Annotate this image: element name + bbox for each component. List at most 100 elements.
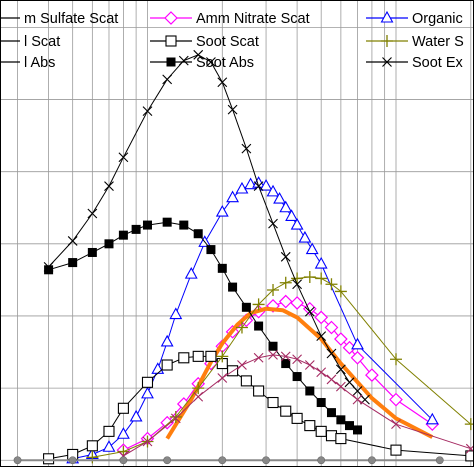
data-point [279, 276, 292, 289]
data-point [324, 320, 339, 335]
data-point [292, 279, 302, 290]
data-point [206, 245, 216, 255]
data-point [350, 350, 365, 365]
data-point [268, 218, 278, 229]
data-point [178, 352, 190, 364]
series-8 [43, 49, 370, 405]
data-point [336, 415, 346, 425]
data-point [464, 418, 474, 431]
data-point [215, 204, 229, 217]
data-point [380, 10, 394, 23]
data-point [352, 394, 363, 405]
series-line [48, 54, 366, 400]
data-point [280, 405, 292, 417]
data-point [315, 425, 327, 437]
data-point [281, 359, 291, 369]
data-point [278, 294, 293, 309]
data-point [352, 386, 363, 396]
data-point [241, 302, 251, 312]
data-point [425, 412, 439, 425]
data-point [351, 337, 364, 350]
data-point [254, 321, 264, 331]
data-point [325, 430, 338, 442]
data-point [161, 359, 173, 371]
data-point [170, 413, 181, 424]
data-point [235, 321, 248, 334]
data-point [13, 456, 22, 465]
data-point [142, 220, 152, 230]
data-point [141, 386, 154, 399]
data-point [390, 444, 402, 456]
data-point [192, 382, 205, 395]
data-point [273, 191, 286, 204]
data-point [116, 427, 130, 439]
data-point [252, 298, 265, 311]
series-1 [116, 294, 440, 457]
data-point [326, 408, 336, 418]
data-point [192, 350, 204, 362]
legend-entry: Soot Scat [150, 34, 259, 50]
data-point [316, 331, 327, 342]
data-point [217, 77, 228, 88]
series-9 [118, 350, 474, 461]
data-point [305, 242, 319, 255]
data-point [103, 425, 115, 437]
data-point [104, 181, 114, 191]
data-point [280, 251, 291, 262]
data-point [118, 230, 128, 240]
legend-label: Soot Abs [196, 55, 254, 71]
data-point [317, 456, 326, 465]
series-2 [66, 176, 439, 464]
data-point [389, 392, 403, 407]
data-point [291, 272, 304, 285]
data-point [291, 412, 303, 424]
data-point [304, 306, 315, 317]
legend-label: Soot Scat [196, 34, 259, 50]
data-point [345, 421, 355, 431]
data-point [117, 402, 129, 414]
series-10 [13, 456, 444, 465]
data-point [285, 209, 298, 221]
data-point [68, 456, 77, 465]
legend-label: Water S [412, 34, 464, 50]
legend-entry: Amm Nitrate Scat [150, 11, 310, 27]
data-point [228, 282, 238, 292]
data-point [314, 310, 329, 325]
data-point [292, 372, 302, 382]
data-point [368, 456, 376, 465]
data-point [43, 262, 54, 272]
data-point [162, 74, 173, 85]
data-point [303, 271, 316, 284]
legend-entry: Organic [366, 10, 463, 27]
data-point [102, 440, 116, 452]
data-point [86, 451, 99, 464]
data-point [353, 425, 363, 435]
legend-label: l Abs [24, 55, 55, 71]
data-point [279, 200, 293, 213]
data-point [325, 278, 338, 291]
data-point [67, 236, 78, 246]
data-point [164, 11, 178, 25]
data-point [118, 152, 129, 163]
data-point [162, 217, 172, 227]
legend-label: Amm Nitrate Scat [196, 11, 310, 27]
data-point [87, 247, 97, 257]
data-point [334, 332, 348, 346]
data-point [314, 256, 328, 269]
data-point [235, 181, 249, 194]
data-point [217, 263, 227, 273]
data-point [267, 396, 279, 409]
data-point [267, 283, 280, 296]
data-point [129, 409, 143, 422]
data-point [166, 57, 176, 67]
legend-entry: m Sulfate Scat [0, 11, 118, 27]
data-point [142, 106, 153, 116]
data-point [104, 239, 114, 249]
data-point [87, 208, 98, 219]
data-point [316, 367, 327, 378]
series-layer [13, 49, 474, 465]
data-point [335, 433, 347, 445]
data-point [334, 285, 347, 298]
data-point [315, 272, 328, 285]
data-point [184, 266, 198, 279]
